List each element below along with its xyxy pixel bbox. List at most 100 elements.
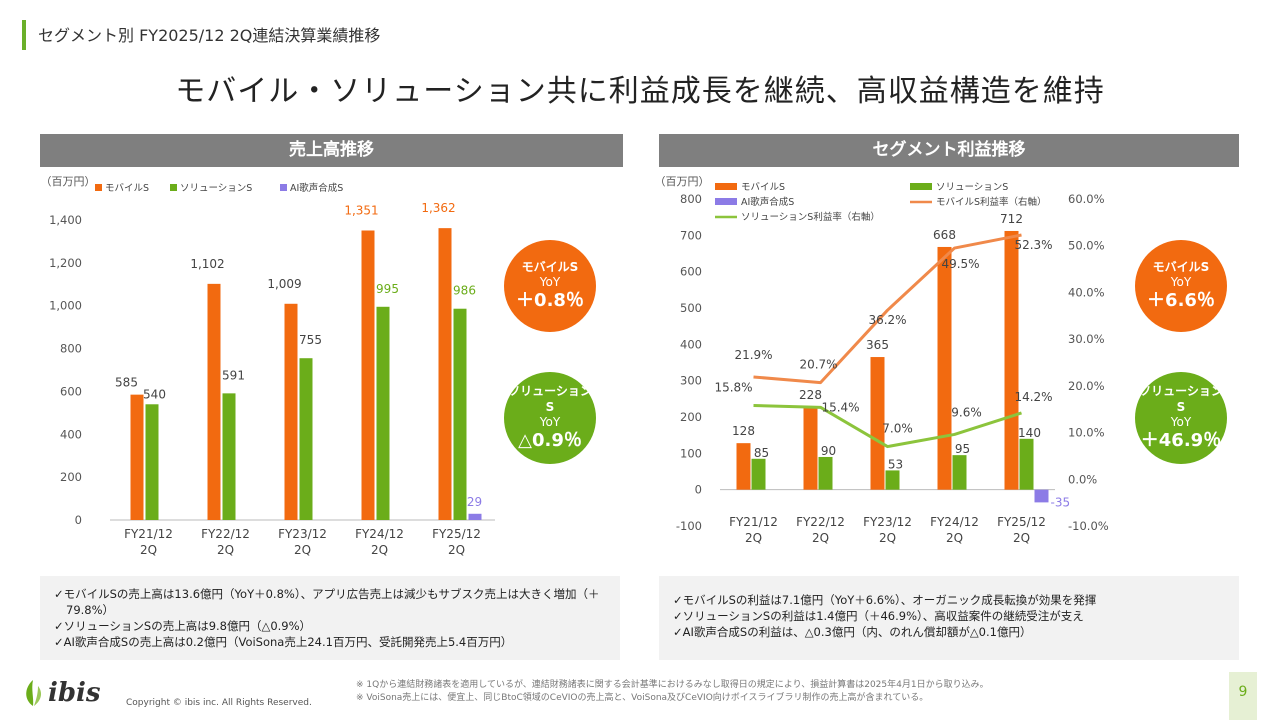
bar-ai — [468, 513, 482, 520]
logo-wordmark: ibis — [48, 678, 101, 708]
data-label-solution-margin: 15.4% — [821, 400, 859, 414]
x-tick-label: FY21/12 — [729, 515, 778, 529]
revenue-mobile-yoy-bubble: モバイルS YoY ＋0.8％ — [504, 240, 596, 332]
note-item: ✓AI歌声合成Sの売上高は0.2億円（VoiSona売上24.1百万円、受託開発… — [54, 635, 513, 649]
x-tick-label: 2Q — [294, 543, 311, 557]
bubble-segment-name: ソリューションS — [1139, 384, 1223, 414]
bubble-segment-name: モバイルS — [1152, 260, 1210, 274]
bar-solution — [885, 470, 900, 490]
bar-mobile — [1004, 230, 1019, 490]
legend-label: ソリューションS — [180, 183, 252, 194]
x-tick-label: 2Q — [371, 543, 388, 557]
revenue-chart: （百万円） モバイルS ソリューションS AI歌声合成S 0 200 400 600 800 1,… — [41, 175, 495, 557]
data-label-solution: 755 — [299, 333, 322, 347]
note-item: ✓ソリューションSの売上高は9.8億円（△0.9%） — [54, 619, 312, 633]
data-label-solution: 540 — [143, 387, 166, 401]
data-label-solution: 591 — [222, 368, 245, 382]
bar-mobile — [870, 357, 885, 490]
legend-label: ソリューションS利益率（右軸） — [741, 211, 880, 223]
legend-label: モバイルS — [741, 182, 785, 193]
note-item: ✓モバイルSの売上高は13.6億円（YoY＋0.8%）、アプリ広告売上は減少もサ… — [54, 587, 600, 617]
x-tick-label: 2Q — [879, 531, 896, 545]
y2-tick-label: 30.0% — [1068, 332, 1105, 346]
y2-tick-label: 10.0% — [1068, 426, 1105, 440]
bar-solution — [818, 456, 833, 490]
y2-tick-label: 50.0% — [1068, 239, 1105, 253]
bubble-yoy-value: ＋46.9％ — [1140, 430, 1222, 451]
y2-tick-label: 0.0% — [1068, 472, 1097, 486]
data-label-solution: 53 — [888, 457, 903, 471]
data-label-mobile: 712 — [1000, 212, 1023, 226]
bubble-yoy-value: △0.9％ — [518, 430, 582, 451]
y-tick-label: 0 — [695, 483, 702, 497]
x-tick-label: FY24/12 — [930, 515, 979, 529]
profit-solution-yoy-bubble: ソリューションS YoY ＋46.9％ — [1135, 372, 1227, 464]
x-tick-label: FY25/12 — [997, 515, 1046, 529]
legend-label: AI歌声合成S — [741, 196, 794, 208]
footnote: ※ VoiSona売上には、便宜上、同じBtoC領域のCeVIOの売上高と、Vo… — [356, 693, 929, 703]
bar-mobile — [207, 283, 221, 520]
x-tick-label: FY25/12 — [432, 527, 481, 541]
x-tick-label: FY23/12 — [863, 515, 912, 529]
y-tick-label: 1,400 — [49, 213, 82, 227]
x-tick-label: FY22/12 — [201, 527, 250, 541]
x-tick-label: 2Q — [1013, 531, 1030, 545]
data-label-mobile-margin: 52.3% — [1014, 238, 1052, 252]
profit-mobile-yoy-bubble: モバイルS YoY ＋6.6％ — [1135, 240, 1227, 332]
y-axis-unit: （百万円） — [655, 175, 710, 188]
y-tick-label: 500 — [680, 301, 702, 315]
x-tick-label: 2Q — [448, 543, 465, 557]
x-tick-label: 2Q — [745, 531, 762, 545]
y-axis-unit: （百万円） — [41, 175, 96, 188]
data-label-solution: 85 — [754, 446, 769, 460]
data-label-solution-margin: 9.6% — [951, 405, 982, 419]
data-label-mobile: 668 — [933, 228, 956, 242]
bar-solution — [376, 306, 390, 520]
data-label-mobile: 228 — [799, 388, 822, 402]
y-tick-label: 600 — [680, 265, 702, 279]
bar-solution — [952, 455, 967, 490]
revenue-panel-title: 売上高推移 — [40, 134, 623, 167]
y-tick-label: 0 — [75, 513, 82, 527]
x-tick-label: FY21/12 — [124, 527, 173, 541]
bar-mobile — [803, 406, 818, 490]
data-label-solution: 90 — [821, 444, 836, 458]
y2-tick-label: 40.0% — [1068, 285, 1105, 299]
company-logo: ibis — [22, 678, 101, 708]
bar-mobile — [736, 443, 751, 490]
bubble-yoy-label: YoY — [539, 415, 561, 429]
note-item: ✓ソリューションSの利益は1.4億円（＋46.9%）、高収益案件の継続受注が支え — [673, 609, 1084, 623]
profit-panel-title: セグメント利益推移 — [659, 134, 1239, 167]
y-tick-label: -100 — [676, 519, 702, 533]
bar-mobile — [937, 246, 952, 490]
bubble-segment-name: モバイルS — [521, 260, 579, 274]
data-label-solution-margin: 15.8% — [714, 380, 752, 394]
data-label-solution: 995 — [376, 282, 399, 296]
data-label-mobile: 1,351 — [344, 204, 378, 218]
legend-swatch — [715, 198, 737, 205]
x-tick-label: 2Q — [140, 543, 157, 557]
data-label-ai: 29 — [467, 495, 482, 509]
y-tick-label: 800 — [680, 192, 702, 206]
bubble-yoy-label: YoY — [539, 275, 561, 289]
bar-solution — [222, 393, 236, 520]
data-label-solution: 986 — [453, 284, 476, 298]
bubble-yoy-label: YoY — [1170, 415, 1192, 429]
data-label-mobile: 1,009 — [267, 277, 301, 291]
data-label-solution-margin: 7.0% — [882, 422, 913, 436]
y2-tick-label: 60.0% — [1068, 192, 1105, 206]
legend-label: モバイルS利益率（右軸） — [936, 196, 1047, 208]
bar-solution — [453, 308, 467, 520]
legend-swatch — [715, 183, 737, 190]
data-label-ai: -35 — [1051, 495, 1071, 509]
x-tick-label: FY22/12 — [796, 515, 845, 529]
y-tick-label: 200 — [60, 470, 82, 484]
x-tick-label: FY23/12 — [278, 527, 327, 541]
legend-swatch — [910, 183, 932, 190]
revenue-solution-yoy-bubble: ソリューションS YoY △0.9％ — [504, 372, 596, 464]
y-tick-label: 400 — [60, 427, 82, 441]
bar-solution — [299, 358, 313, 520]
bar-mobile — [130, 394, 144, 520]
bar-ai — [1034, 489, 1049, 503]
leaf-icon — [26, 680, 42, 706]
